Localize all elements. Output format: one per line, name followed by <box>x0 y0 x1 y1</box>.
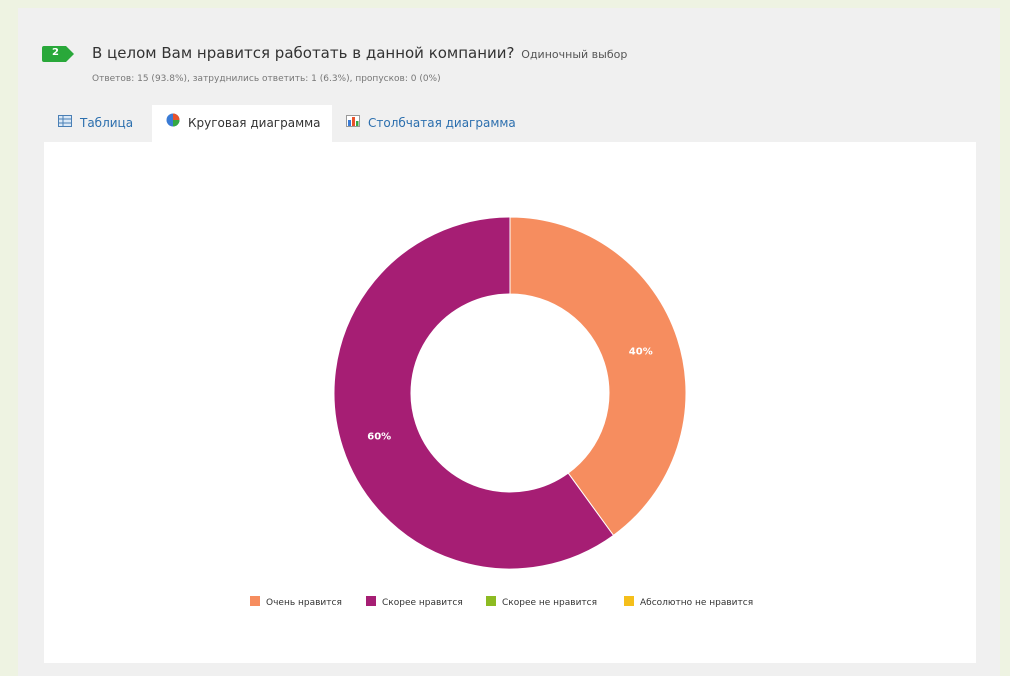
slice-2[interactable] <box>333 216 615 570</box>
slice-1[interactable] <box>509 216 687 537</box>
slice-label-2: 60% <box>367 431 391 442</box>
legend-label-4: Абсолютно не нравится <box>640 598 753 608</box>
question-type: Одиночный выбор <box>521 48 628 61</box>
legend-item-1[interactable]: Очень нравится <box>250 596 342 608</box>
legend-item-4[interactable]: Абсолютно не нравится <box>624 596 753 608</box>
legend-swatch-2 <box>366 596 376 606</box>
question-panel: 2 В целом Вам нравится работать в данной… <box>18 8 1000 676</box>
tab-bar-chart-label: Столбчатая диаграмма <box>368 116 516 130</box>
legend-label-1: Очень нравится <box>266 598 342 608</box>
tab-bar-chart[interactable]: Столбчатая диаграмма <box>346 105 546 142</box>
slice-label-1: 40% <box>629 347 653 358</box>
bar-chart-icon <box>346 105 360 142</box>
legend-swatch-3 <box>486 596 496 606</box>
tab-pie-chart[interactable]: Круговая диаграмма <box>152 105 332 142</box>
table-icon <box>58 105 72 142</box>
legend-label-2: Скорее нравится <box>382 598 463 608</box>
tab-table[interactable]: Таблица <box>44 105 166 142</box>
chart-area: 40% 60% Очень нравится Скорее нравится Скоре… <box>44 142 976 663</box>
legend-swatch-4 <box>624 596 634 606</box>
legend-swatch-1 <box>250 596 260 606</box>
question-number-badge: 2 <box>42 46 74 62</box>
donut-chart: 40% 60% Очень нравится Скорее нравится Скоре… <box>250 216 753 608</box>
legend-label-3: Скорее не нравится <box>502 598 597 608</box>
legend-item-2[interactable]: Скорее нравится <box>366 596 463 608</box>
legend-item-3[interactable]: Скорее не нравится <box>486 596 597 608</box>
tab-pie-chart-label: Круговая диаграмма <box>188 116 321 130</box>
tab-table-label: Таблица <box>80 116 134 130</box>
question-stats: Ответов: 15 (93.8%), затруднились ответи… <box>92 74 441 84</box>
question-title-text: В целом Вам нравится работать в данной к… <box>92 44 515 62</box>
question-number: 2 <box>52 47 59 58</box>
pie-chart-icon <box>166 105 180 142</box>
question-title: В целом Вам нравится работать в данной к… <box>92 44 627 62</box>
